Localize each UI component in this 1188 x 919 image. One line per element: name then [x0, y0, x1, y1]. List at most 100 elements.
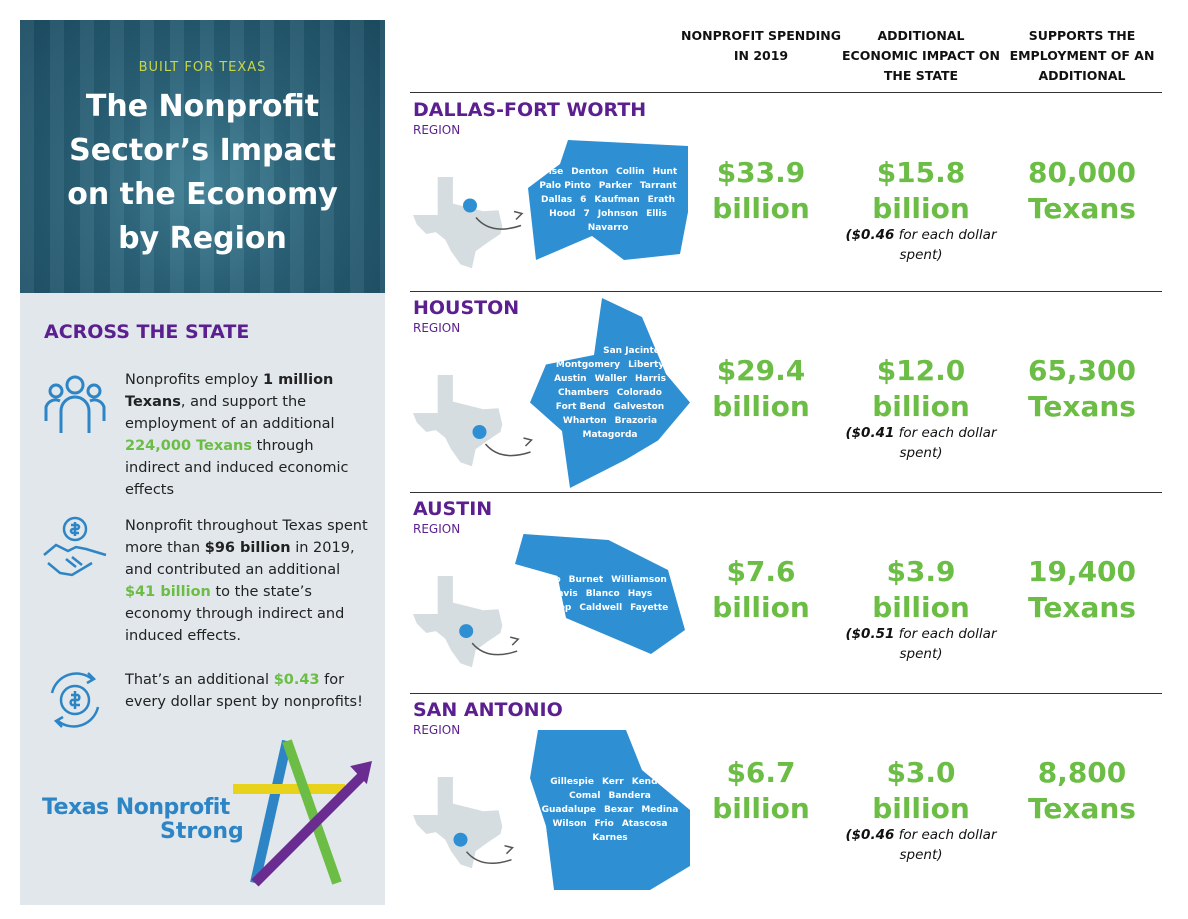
main-title: The Nonprofit Sector’s Impact on the Eco…	[67, 89, 338, 256]
county-label: Blanco	[585, 589, 620, 599]
logo-text: Strong	[160, 819, 244, 844]
county-label: Gillespie	[550, 777, 594, 787]
note-amount: ($0.51	[845, 626, 895, 642]
county-label: Guadalupe	[541, 805, 597, 815]
region-sub: REGION	[413, 123, 461, 137]
column-header: SUPPORTS THE EMPLOYMENT OF AN ADDITIONAL	[1009, 28, 1155, 83]
county-label: Tarrant	[639, 181, 677, 191]
county-map: Wise Denton Collin Hunt Palo Pinto Parker Tarr…	[528, 140, 688, 260]
county-label: Wise	[538, 167, 564, 177]
county-label: Kaufman	[594, 195, 640, 205]
fact-text: Nonprofit throughout Texas spent more th…	[125, 515, 370, 647]
fact-segment: Nonprofit throughout Texas spent more th…	[125, 518, 368, 556]
fact-segment: to the state’s economy through indirect …	[125, 584, 345, 644]
county-label: Palo Pinto	[539, 181, 591, 191]
county-label: Bexar	[604, 805, 634, 815]
county-label: Wharton	[562, 416, 607, 426]
spending-value: $6.7 billion	[712, 756, 810, 825]
impact-value: $3.9 billion	[872, 555, 970, 624]
spending-value: $33.9 billion	[712, 156, 810, 225]
texas-map	[413, 576, 520, 668]
county-label: Brazoria	[614, 416, 658, 426]
texas-map	[413, 777, 514, 869]
county-label: Ellis	[646, 209, 667, 219]
county-label: Caldwell	[579, 603, 623, 613]
fact-segment: That’s an additional	[125, 672, 274, 688]
fact-segment: , and support the employment of an addit…	[125, 394, 335, 432]
fact-segment: 1 million Texans	[125, 372, 334, 410]
jobs-value: 80,000 Texans	[1027, 156, 1137, 225]
county-label: Waller	[594, 374, 627, 384]
fact-text: That’s an additional $0.43 for every dol…	[125, 669, 370, 713]
region-sub: REGION	[413, 321, 461, 335]
region-sub: REGION	[413, 522, 461, 536]
note-amount: ($0.46	[845, 827, 895, 843]
county-label: Hunt	[652, 167, 678, 177]
jobs-value: 65,300 Texans	[1027, 354, 1137, 423]
county-label: Montgomery	[555, 360, 621, 370]
impact-note: ($0.51 for each dollar spent)	[841, 624, 1001, 664]
impact-note: ($0.41 for each dollar spent)	[841, 423, 1001, 463]
region-name: DALLAS-FORT WORTH	[413, 99, 647, 121]
note-text: for each dollar spent)	[894, 827, 997, 863]
region-name: AUSTIN	[413, 498, 493, 520]
divider	[410, 492, 1162, 493]
logo-star	[233, 739, 372, 887]
note-text: for each dollar spent)	[894, 425, 997, 461]
county-label: Travis	[547, 589, 578, 599]
fact-text: Nonprofits employ 1 million Texans, and …	[125, 369, 370, 501]
sidebar: ACROSS THE STATE Texas Nonprofit Strong …	[20, 293, 385, 905]
county-label: Medina	[641, 805, 679, 815]
people-icon	[44, 375, 106, 433]
kicker: BUILT FOR TEXAS	[138, 60, 267, 75]
jobs-value: 8,800 Texans	[1028, 756, 1136, 825]
divider	[410, 92, 1162, 93]
county-label: Wilson	[552, 819, 587, 829]
divider	[410, 693, 1162, 694]
fact-segment: for every dollar spent by nonprofits!	[125, 672, 363, 710]
county-label: Denton	[571, 167, 609, 177]
fact-segment: $41 billion	[125, 584, 211, 600]
county-label: Atascosa	[621, 819, 668, 829]
county-label: Erath	[647, 195, 676, 205]
county-label: San Jacinto	[603, 346, 660, 356]
county-label: Fort Bend	[555, 402, 606, 412]
impact-value: $15.8 billion	[872, 156, 970, 225]
county-label: Comal	[569, 791, 601, 801]
note-amount: ($0.41	[845, 425, 895, 441]
spending-value: $7.6 billion	[712, 555, 810, 624]
cycle-icon	[50, 672, 100, 728]
county-label: Kendall	[631, 777, 670, 787]
county-label: Galveston	[613, 402, 665, 412]
county-label: Liberty	[628, 360, 665, 370]
column-header: ADDITIONAL ECONOMIC IMPACT ON THE STATE	[842, 28, 1000, 83]
impact-note: ($0.46 for each dollar spent)	[841, 225, 1001, 265]
impact-note: ($0.46 for each dollar spent)	[841, 825, 1001, 865]
county-label: Hood	[549, 209, 576, 219]
county-label: Walker	[560, 346, 596, 356]
region-name: SAN ANTONIO	[413, 699, 563, 721]
texas-map	[413, 177, 524, 269]
county-label: Fayette	[630, 603, 669, 613]
column-header: NONPROFIT SPENDING IN 2019	[681, 28, 841, 63]
region-sub: REGION	[413, 723, 461, 737]
note-text: for each dollar spent)	[894, 626, 997, 662]
county-label: 6	[580, 195, 587, 205]
jobs-value: 19,400 Texans	[1027, 555, 1137, 624]
spending-value: $29.4 billion	[712, 354, 810, 423]
county-label: Harris	[635, 374, 666, 384]
divider	[410, 291, 1162, 292]
region-name: HOUSTON	[413, 297, 520, 319]
impact-value: $12.0 billion	[872, 354, 970, 423]
texas-map	[413, 375, 533, 467]
impact-value: $3.0 billion	[872, 756, 970, 825]
county-label: Williamson	[611, 575, 667, 585]
fact-segment: in 2019, and contributed an additional	[125, 540, 355, 578]
county-label: Matagorda	[582, 430, 638, 440]
fact-segment: through indirect and induced economic ef…	[125, 438, 349, 498]
county-label: Burnet	[568, 575, 604, 585]
note-text: for each dollar spent)	[894, 227, 997, 263]
county-label: Bandera	[608, 791, 651, 801]
